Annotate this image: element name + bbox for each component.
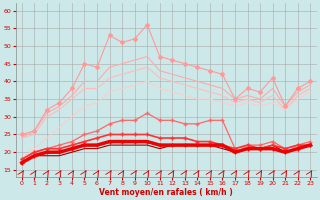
X-axis label: Vent moyen/en rafales ( km/h ): Vent moyen/en rafales ( km/h ) bbox=[99, 188, 233, 197]
